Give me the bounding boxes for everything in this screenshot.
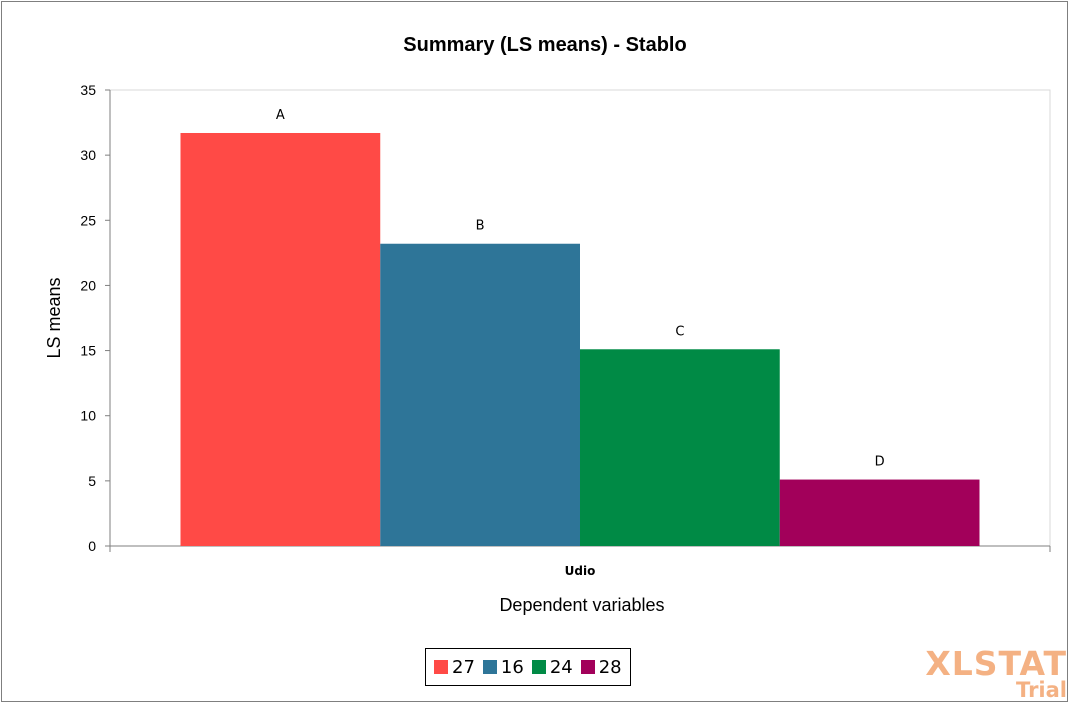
legend-swatch [434, 660, 448, 674]
chart-title: Summary (LS means) - Stablo [403, 34, 686, 56]
legend-item-24: 24 [531, 656, 573, 678]
y-tick-label: 20 [80, 277, 96, 293]
bar-24 [580, 349, 780, 546]
y-axis: 0 5 10 15 20 25 30 35 [80, 82, 111, 554]
legend: 27 16 24 28 [425, 648, 631, 686]
data-label-A: A [276, 108, 285, 123]
y-tick-label: 30 [80, 147, 96, 163]
legend-item-27: 27 [434, 657, 475, 678]
data-label-D: D [875, 455, 885, 470]
legend-label: 24 [549, 656, 573, 678]
legend-swatch [580, 660, 595, 674]
data-label-B: B [476, 219, 485, 234]
y-tick-label: 15 [80, 343, 96, 359]
y-tick-label: 25 [80, 212, 96, 228]
legend-label: 27 [452, 656, 475, 678]
legend-item-28: 28 [580, 656, 622, 678]
x-axis: Udio [109, 545, 1051, 578]
legend-item-16: 16 [482, 656, 524, 678]
data-label-C: C [675, 324, 684, 339]
legend-label: 28 [598, 656, 622, 678]
x-category-label: Udio [565, 564, 596, 578]
bar-27 [180, 132, 381, 546]
y-tick-label: 0 [88, 538, 96, 554]
watermark-sub: Trial [1016, 678, 1067, 702]
y-tick-label: 5 [88, 473, 96, 489]
y-tick-label: 35 [80, 82, 96, 98]
legend-swatch [531, 660, 546, 674]
bar-28 [779, 479, 980, 546]
bars: A B C D [180, 108, 980, 547]
legend-label: 16 [500, 656, 524, 678]
watermark-logo: XLSTAT Trial [925, 647, 1067, 701]
watermark-main: XLSTAT [925, 644, 1067, 683]
y-tick-label: 10 [80, 408, 96, 424]
legend-swatch [482, 660, 497, 674]
x-axis-label: Dependent variables [499, 595, 664, 615]
bar-16 [380, 243, 580, 547]
y-axis-label: LS means [44, 277, 64, 358]
